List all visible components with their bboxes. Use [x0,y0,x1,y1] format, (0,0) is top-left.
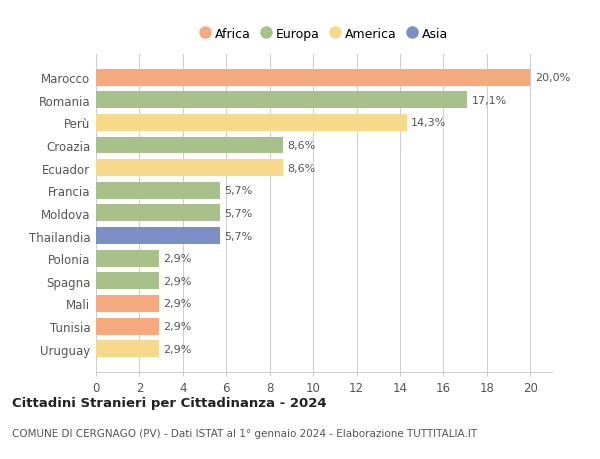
Bar [96,205,220,222]
Bar [96,160,283,177]
Bar [96,295,159,312]
Text: 20,0%: 20,0% [535,73,570,83]
Text: 8,6%: 8,6% [287,163,316,173]
Text: Cittadini Stranieri per Cittadinanza - 2024: Cittadini Stranieri per Cittadinanza - 2… [12,396,326,409]
Bar [96,228,220,245]
Bar [96,318,159,335]
Bar [96,92,467,109]
Text: 2,9%: 2,9% [163,321,191,331]
Text: 2,9%: 2,9% [163,254,191,263]
Text: 2,9%: 2,9% [163,299,191,309]
Text: 8,6%: 8,6% [287,141,316,151]
Bar [96,182,220,199]
Text: 17,1%: 17,1% [472,95,507,106]
Legend: Africa, Europa, America, Asia: Africa, Europa, America, Asia [195,23,453,46]
Text: 2,9%: 2,9% [163,276,191,286]
Text: 5,7%: 5,7% [224,186,253,196]
Bar [96,115,407,132]
Bar [96,273,159,290]
Text: 5,7%: 5,7% [224,208,253,218]
Text: 5,7%: 5,7% [224,231,253,241]
Text: 14,3%: 14,3% [411,118,446,128]
Bar [96,69,530,86]
Bar [96,341,159,358]
Bar [96,137,283,154]
Bar [96,250,159,267]
Text: 2,9%: 2,9% [163,344,191,354]
Text: COMUNE DI CERGNAGO (PV) - Dati ISTAT al 1° gennaio 2024 - Elaborazione TUTTITALI: COMUNE DI CERGNAGO (PV) - Dati ISTAT al … [12,428,477,438]
